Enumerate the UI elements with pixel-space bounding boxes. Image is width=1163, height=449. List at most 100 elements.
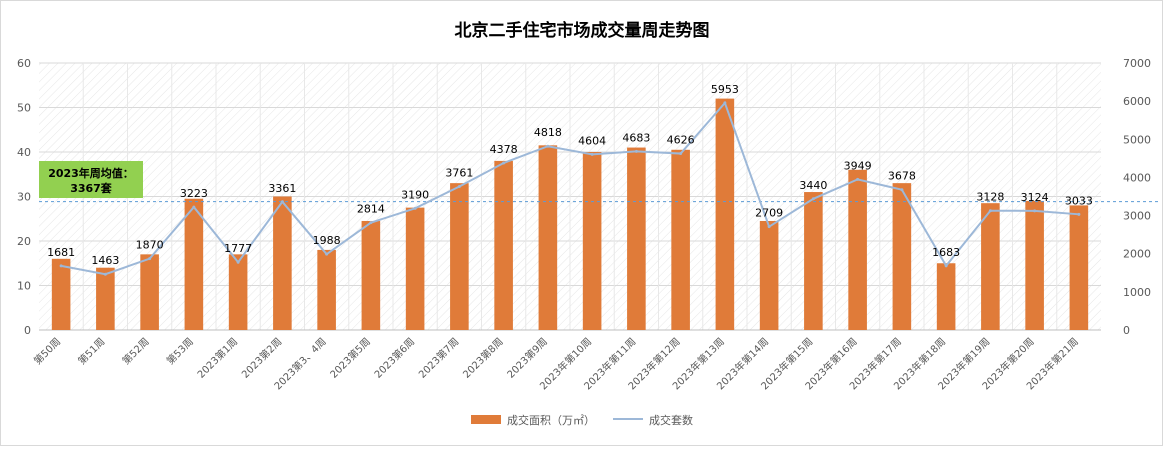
y-right-tick-label: 7000 <box>1123 57 1151 70</box>
line-point <box>900 188 904 192</box>
line-point <box>767 225 771 229</box>
data-label: 4378 <box>490 143 518 156</box>
average-label-box <box>39 161 143 198</box>
line-point <box>59 264 63 268</box>
line-point <box>148 257 152 261</box>
data-label: 1463 <box>91 254 119 267</box>
x-tick-label: 2023第2周 <box>239 335 285 381</box>
y-left-tick-label: 60 <box>17 57 31 70</box>
line-point <box>502 161 506 165</box>
data-label: 3223 <box>180 187 208 200</box>
bar <box>936 263 956 330</box>
data-label: 4604 <box>578 134 606 147</box>
y-right-tick-label: 1000 <box>1123 286 1151 299</box>
x-tick-label: 第52周 <box>119 335 151 367</box>
y-right-tick-label: 3000 <box>1123 210 1151 223</box>
average-label-line2: 3367套 <box>70 181 113 195</box>
bar <box>450 183 469 330</box>
y-right-tick-label: 5000 <box>1123 133 1151 146</box>
data-label: 3761 <box>445 167 473 180</box>
bar <box>848 169 867 330</box>
bar <box>1025 200 1044 330</box>
data-label: 2709 <box>755 207 783 220</box>
x-tick-label: 第50周 <box>31 335 63 367</box>
x-tick-label: 第53周 <box>164 335 196 367</box>
line-point <box>546 144 550 148</box>
data-label: 3361 <box>268 182 296 195</box>
data-label: 3124 <box>1021 191 1049 204</box>
bar <box>1069 205 1089 330</box>
legend-bar-swatch <box>471 415 501 424</box>
bar <box>96 267 115 330</box>
bar <box>228 254 248 330</box>
line-point <box>236 260 240 264</box>
bar <box>538 145 558 330</box>
x-tick-label: 2023第5周 <box>327 335 373 381</box>
line-point <box>1077 212 1081 216</box>
line-point <box>723 101 727 105</box>
bar <box>494 160 513 330</box>
y-left-tick-label: 10 <box>17 280 31 293</box>
bar <box>671 149 690 330</box>
line-point <box>369 221 373 225</box>
line-point <box>634 149 638 153</box>
line-point <box>944 264 948 268</box>
bar <box>981 203 1000 330</box>
data-label: 4626 <box>667 134 695 147</box>
x-tick-label: 2023第9周 <box>504 335 550 381</box>
data-label: 5953 <box>711 83 739 96</box>
line-point <box>413 206 417 210</box>
average-label-line1: 2023年周均值： <box>48 166 134 180</box>
data-label: 1683 <box>932 246 960 259</box>
bar <box>892 183 912 330</box>
y-left-tick-label: 20 <box>17 235 31 248</box>
data-label: 1870 <box>136 239 164 252</box>
data-label: 4683 <box>622 131 650 144</box>
bar <box>273 196 292 330</box>
data-label: 3949 <box>844 159 872 172</box>
line-point <box>457 185 461 189</box>
line-point <box>988 209 992 213</box>
data-label: 1681 <box>47 246 75 259</box>
line-point <box>856 177 860 181</box>
line-point <box>192 205 196 209</box>
bar <box>317 249 336 330</box>
line-series <box>60 100 1079 276</box>
data-label: 3033 <box>1065 194 1093 207</box>
y-left-tick-label: 40 <box>17 146 31 159</box>
data-label: 3128 <box>976 191 1004 204</box>
x-tick-label: 2023第8周 <box>460 335 506 381</box>
y-right-tick-label: 2000 <box>1123 248 1151 261</box>
bar <box>715 98 735 330</box>
data-label: 3440 <box>799 179 827 192</box>
y-left-tick-label: 50 <box>17 102 31 115</box>
data-label: 1988 <box>313 234 341 247</box>
y-right-tick-label: 0 <box>1123 324 1130 337</box>
line-point <box>280 200 284 204</box>
line-point <box>679 152 683 156</box>
bar <box>759 220 779 330</box>
chart-title: 北京二手住宅市场成交量周走势图 <box>455 20 710 41</box>
bar <box>51 258 71 330</box>
bar <box>405 207 425 330</box>
bar <box>361 220 381 330</box>
legend-line-label: 成交套数 <box>649 413 693 427</box>
data-label: 1777 <box>224 242 252 255</box>
x-tick-label: 2023第1周 <box>194 335 240 381</box>
bar <box>804 192 823 330</box>
data-label: 3190 <box>401 188 429 201</box>
legend-bar-label: 成交面积（万㎡） <box>507 413 595 427</box>
bar <box>140 254 159 330</box>
y-right-tick-label: 6000 <box>1123 95 1151 108</box>
bar <box>627 147 646 330</box>
line-point <box>1033 209 1037 213</box>
line-point <box>103 272 107 276</box>
y-left-tick-label: 0 <box>24 324 31 337</box>
line-point <box>325 252 329 256</box>
data-label: 4818 <box>534 126 562 139</box>
x-tick-label: 第51周 <box>75 335 107 367</box>
data-label: 2814 <box>357 203 385 216</box>
line-point <box>811 197 815 201</box>
